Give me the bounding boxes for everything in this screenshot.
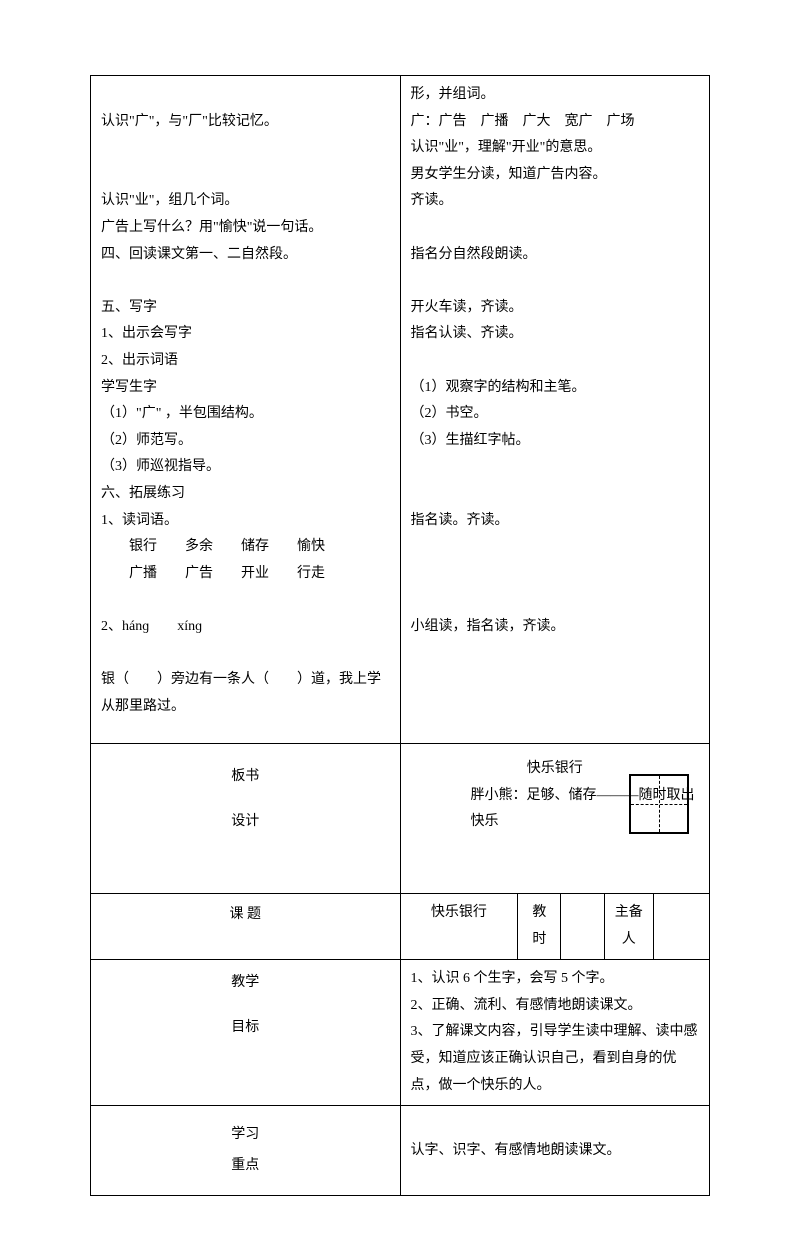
text: 学写生字 [101,375,390,402]
text: 男女学生分读，知道广告内容。 [411,162,700,189]
text: （3）师巡视指导。 [101,454,390,481]
topic-row: 课 题 快乐银行 教 时 主备人 [91,894,710,960]
text: 1、认识 6 个生字，会写 5 个字。 [411,966,700,993]
text: （2）师范写。 [101,428,390,455]
text: 广告上写什么？用"愉快"说一句话。 [101,215,390,242]
right-column: 形，并组词。 广：广告 广播 广大 宽广 广场 认识"业"，理解"开业"的意思。… [400,76,710,744]
text: 2、正确、流利、有感情地朗读课文。 [411,993,700,1020]
left-column: 认识"广"，与"厂"比较记忆。 认识"业"，组几个词。 广告上写什么？用"愉快"… [91,76,401,744]
label-text: 设计 [101,809,390,836]
topic-value: 快乐银行 [401,894,518,959]
text: 2、hánɡ xínɡ [101,614,390,641]
focus-row: 学习 重点 认字、识字、有感情地朗读课文。 [91,1106,710,1196]
text: 指名分自然段朗读。 [411,242,700,269]
focus-content: 认字、识字、有感情地朗读课文。 [400,1106,710,1196]
content-row: 认识"广"，与"厂"比较记忆。 认识"业"，组几个词。 广告上写什么？用"愉快"… [91,76,710,744]
text: 广：广告 广播 广大 宽广 广场 [411,109,700,136]
text: 认字、识字、有感情地朗读课文。 [411,1138,700,1165]
topic-cells: 快乐银行 教 时 主备人 [400,894,710,960]
text: 指名认读、齐读。 [411,321,700,348]
objective-content: 1、认识 6 个生字，会写 5 个字。 2、正确、流利、有感情地朗读课文。 3、… [400,960,710,1106]
board-content: 快乐银行 胖小熊：足够、储存———随时取出快乐 [400,744,710,894]
text: 认识"业"，理解"开业"的意思。 [411,135,700,162]
period-header: 教 时 [518,894,561,959]
text: 齐读。 [411,188,700,215]
focus-label: 学习 重点 [91,1106,401,1196]
text: 3、了解课文内容，引导学生读中理解、读中感受，知道应该正确认识自己，看到自身的优… [411,1019,700,1099]
character-grid-icon [629,774,689,834]
objective-row: 教学 目标 1、认识 6 个生字，会写 5 个字。 2、正确、流利、有感情地朗读… [91,960,710,1106]
text: （1）"广" ，半包围结构。 [101,401,390,428]
text: 广播 广告 开业 行走 [101,561,390,588]
label-text: 目标 [101,1015,390,1042]
text: 1、出示会写字 [101,321,390,348]
text: 五、写字 [101,295,390,322]
text: 认识"业"，组几个词。 [101,188,390,215]
label-text: 板书 [101,764,390,791]
text: 指名读。齐读。 [411,508,700,535]
label-text: 教学 [101,970,390,997]
topic-header: 课 题 [91,894,401,960]
text: 银行 多余 储存 愉快 [101,534,390,561]
objective-label: 教学 目标 [91,960,401,1106]
board-design-row: 板书 设计 快乐银行 胖小熊：足够、储存———随时取出快乐 [91,744,710,894]
text: 开火车读，齐读。 [411,295,700,322]
text: 1、读词语。 [101,508,390,535]
text: 2、出示词语 [101,348,390,375]
text: 认识"广"，与"厂"比较记忆。 [101,109,390,136]
text: 小组读，指名读，齐读。 [411,614,700,641]
label-text: 重点 [95,1153,396,1180]
text: （3）生描红字帖。 [411,428,700,455]
text: 银（ ）旁边有一条人（ ）道，我上学从那里路过。 [101,667,390,720]
text: 形，并组词。 [411,82,700,109]
lesson-plan-table: 认识"广"，与"厂"比较记忆。 认识"业"，组几个词。 广告上写什么？用"愉快"… [90,75,710,1196]
text: （2）书空。 [411,401,700,428]
author-header: 主备人 [604,894,653,959]
label-text: 学习 [95,1122,396,1149]
text: 四、回读课文第一、二自然段。 [101,242,390,269]
period-value [561,894,604,959]
text: 六、拓展练习 [101,481,390,508]
board-label: 板书 设计 [91,744,401,894]
text: （1）观察字的结构和主笔。 [411,375,700,402]
author-value [653,894,709,959]
